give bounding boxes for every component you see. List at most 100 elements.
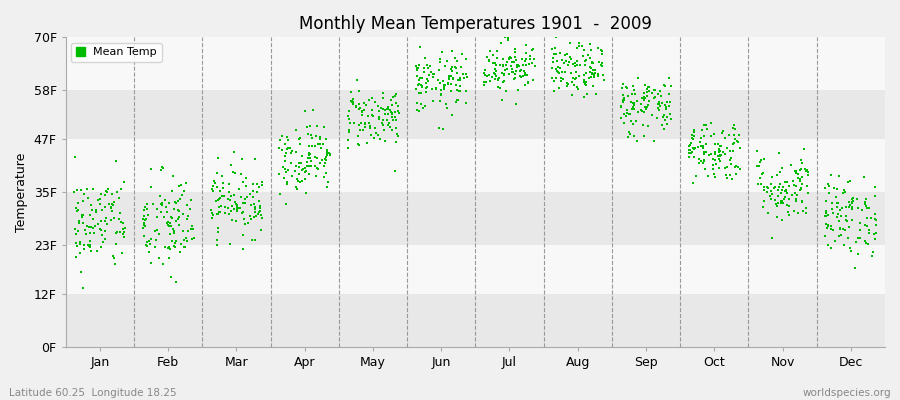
Point [78, 231, 93, 237]
Point [585, 59, 599, 65]
Point [577, 94, 591, 100]
Point [756, 170, 770, 176]
Point [662, 91, 677, 97]
Point [248, 156, 262, 162]
Point [683, 141, 698, 148]
Point [388, 93, 402, 100]
Point [210, 170, 224, 176]
Point [82, 224, 96, 230]
Point [550, 57, 564, 64]
Point [652, 99, 667, 105]
Point [221, 188, 236, 195]
Point [636, 90, 651, 96]
Point [380, 117, 394, 123]
Point [584, 73, 598, 80]
Point [502, 71, 517, 78]
Point [790, 171, 805, 177]
Point [380, 106, 394, 112]
Point [311, 141, 326, 147]
Point [450, 69, 464, 76]
Point [459, 88, 473, 95]
Point [626, 100, 641, 107]
Point [636, 95, 651, 101]
Point [83, 243, 97, 250]
Point [320, 184, 334, 190]
Point [869, 217, 884, 224]
Point [774, 200, 788, 206]
Point [789, 192, 804, 198]
Point [304, 135, 319, 141]
Point [789, 196, 804, 203]
Point [850, 235, 865, 241]
Point [93, 201, 107, 208]
Point [776, 183, 790, 190]
Point [545, 58, 560, 65]
Point [185, 226, 200, 232]
Point [647, 87, 662, 93]
Point [723, 148, 737, 155]
Point [179, 238, 194, 244]
Point [552, 84, 566, 91]
Point [644, 112, 659, 118]
Point [860, 204, 874, 211]
Point [444, 73, 458, 79]
Point [694, 158, 708, 164]
Point [314, 145, 328, 151]
Point [421, 78, 436, 84]
Point [825, 227, 840, 233]
Point [562, 58, 576, 65]
Point [857, 174, 871, 180]
Point [284, 160, 298, 166]
Point [164, 223, 178, 229]
Point [211, 211, 225, 217]
Point [724, 160, 739, 167]
Point [691, 143, 706, 150]
Point [578, 58, 592, 64]
Point [620, 84, 634, 91]
Point [424, 69, 438, 75]
Point [372, 114, 386, 120]
Point [568, 60, 582, 66]
Point [385, 113, 400, 120]
Point [839, 204, 853, 210]
Point [493, 84, 508, 91]
Point [867, 231, 881, 238]
Point [546, 78, 561, 84]
Point [319, 156, 333, 162]
Point [662, 103, 676, 109]
Point [159, 220, 174, 226]
Point [157, 214, 171, 220]
Point [210, 210, 224, 217]
Point [796, 199, 810, 205]
Point [752, 163, 766, 170]
Point [704, 120, 718, 126]
Point [244, 216, 258, 222]
Point [509, 68, 524, 74]
Point [293, 141, 308, 148]
Point [834, 213, 849, 220]
Point [313, 141, 328, 147]
Point [234, 194, 248, 200]
Point [425, 86, 439, 92]
Bar [66, 294, 885, 347]
Point [626, 83, 640, 90]
Point [169, 199, 184, 206]
Point [446, 76, 460, 82]
Point [697, 150, 711, 157]
Point [346, 120, 361, 126]
Point [619, 84, 634, 90]
Point [447, 64, 462, 70]
Point [768, 184, 782, 191]
Point [154, 166, 168, 173]
Point [526, 46, 540, 52]
Point [112, 210, 127, 216]
Point [586, 67, 600, 74]
Point [697, 149, 711, 155]
Point [101, 186, 115, 192]
Point [763, 193, 778, 199]
Point [157, 260, 171, 267]
Point [109, 230, 123, 236]
Point [830, 200, 844, 206]
Point [73, 239, 87, 245]
Bar [66, 245, 885, 294]
